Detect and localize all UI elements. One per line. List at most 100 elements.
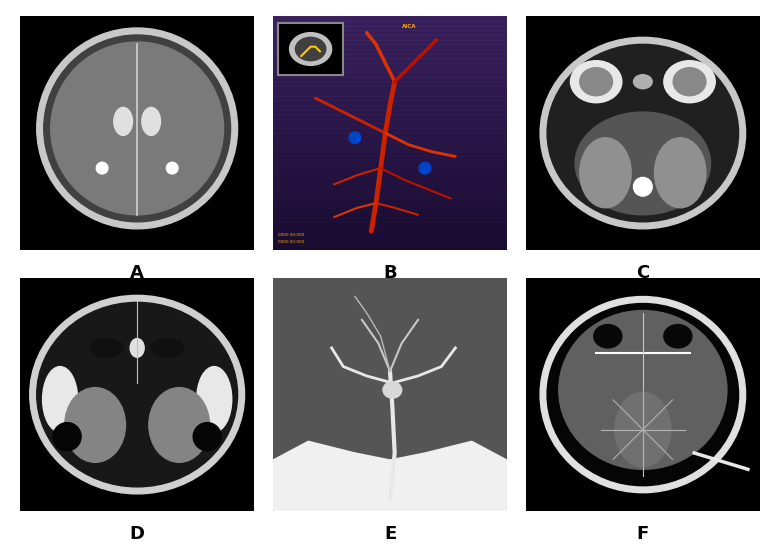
Ellipse shape <box>633 75 652 89</box>
Bar <box>273 161 507 166</box>
Ellipse shape <box>197 367 232 432</box>
Ellipse shape <box>664 61 715 103</box>
Bar <box>273 143 507 147</box>
Bar <box>273 138 507 143</box>
Bar <box>273 152 507 157</box>
Bar <box>273 35 507 40</box>
Bar <box>273 231 507 236</box>
Ellipse shape <box>673 67 706 96</box>
Text: B: B <box>383 264 397 282</box>
Bar <box>273 21 507 26</box>
Bar <box>273 86 507 91</box>
Text: AICA: AICA <box>402 24 417 29</box>
Bar <box>273 67 507 72</box>
Bar <box>273 30 507 35</box>
Bar <box>273 194 507 199</box>
Ellipse shape <box>540 38 746 229</box>
Ellipse shape <box>151 338 184 357</box>
Ellipse shape <box>547 304 739 486</box>
Bar <box>273 189 507 194</box>
Bar <box>273 217 507 222</box>
Ellipse shape <box>114 107 133 135</box>
Bar <box>273 101 507 105</box>
Circle shape <box>37 28 238 229</box>
Ellipse shape <box>43 367 78 432</box>
Ellipse shape <box>65 387 126 462</box>
Ellipse shape <box>664 325 692 348</box>
Ellipse shape <box>580 138 631 208</box>
Text: D: D <box>129 526 144 543</box>
Polygon shape <box>273 441 507 511</box>
Bar <box>273 240 507 245</box>
Bar <box>273 175 507 180</box>
Ellipse shape <box>575 112 711 215</box>
Bar <box>273 105 507 110</box>
FancyBboxPatch shape <box>278 23 343 75</box>
Bar <box>273 213 507 217</box>
Ellipse shape <box>570 61 622 103</box>
Bar <box>273 26 507 30</box>
Bar <box>273 96 507 101</box>
Circle shape <box>166 162 178 174</box>
Circle shape <box>419 162 431 174</box>
Ellipse shape <box>296 38 326 61</box>
Bar <box>273 58 507 63</box>
Circle shape <box>53 423 81 450</box>
Text: A: A <box>130 264 144 282</box>
Text: 0000 00:000: 0000 00:000 <box>278 240 304 244</box>
Circle shape <box>633 177 652 196</box>
Bar <box>273 166 507 170</box>
Bar <box>273 123 507 128</box>
Bar <box>273 49 507 54</box>
Ellipse shape <box>540 296 746 493</box>
Ellipse shape <box>654 138 706 208</box>
Bar <box>273 91 507 96</box>
Ellipse shape <box>37 302 238 487</box>
Bar <box>273 236 507 240</box>
Ellipse shape <box>558 311 727 469</box>
Ellipse shape <box>90 338 123 357</box>
Ellipse shape <box>547 45 739 222</box>
Ellipse shape <box>130 338 144 357</box>
Bar <box>273 128 507 133</box>
Bar <box>273 180 507 184</box>
Bar <box>273 40 507 45</box>
Text: F: F <box>636 526 649 543</box>
Bar <box>273 147 507 152</box>
Bar <box>273 82 507 86</box>
Text: C: C <box>636 264 650 282</box>
Bar <box>273 114 507 119</box>
Bar <box>273 184 507 189</box>
Circle shape <box>44 35 231 222</box>
Bar <box>273 199 507 203</box>
Ellipse shape <box>580 67 612 96</box>
Bar <box>273 16 507 21</box>
Text: E: E <box>384 526 396 543</box>
Bar <box>273 45 507 49</box>
Ellipse shape <box>594 325 622 348</box>
Bar <box>273 72 507 77</box>
Bar <box>273 110 507 114</box>
Bar <box>273 245 507 250</box>
Bar <box>273 77 507 82</box>
Bar <box>273 119 507 123</box>
Bar <box>273 63 507 67</box>
Circle shape <box>96 162 108 174</box>
Ellipse shape <box>149 387 210 462</box>
Text: 0000 00:000: 0000 00:000 <box>278 233 304 237</box>
Bar <box>273 208 507 213</box>
Bar <box>273 222 507 226</box>
Ellipse shape <box>289 33 332 65</box>
Bar <box>273 133 507 138</box>
Circle shape <box>51 42 224 215</box>
Ellipse shape <box>30 295 245 494</box>
Ellipse shape <box>383 382 402 398</box>
Bar <box>273 203 507 208</box>
Ellipse shape <box>615 392 671 467</box>
Bar <box>273 226 507 231</box>
Ellipse shape <box>142 107 161 135</box>
Circle shape <box>349 132 361 144</box>
Circle shape <box>193 423 222 450</box>
Bar <box>273 157 507 161</box>
Bar <box>273 170 507 175</box>
